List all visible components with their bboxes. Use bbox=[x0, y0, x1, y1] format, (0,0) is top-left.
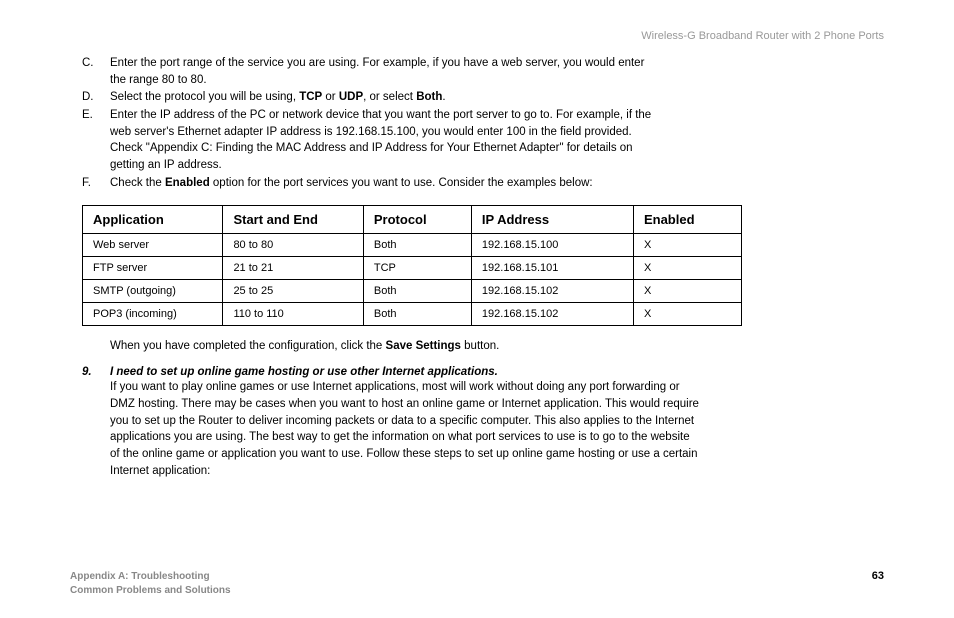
table-row: Web server 80 to 80 Both 192.168.15.100 … bbox=[83, 234, 742, 257]
after-pre: When you have completed the configuratio… bbox=[110, 340, 386, 352]
cell-se: 25 to 25 bbox=[223, 280, 363, 303]
d-post: . bbox=[442, 91, 445, 103]
q9-text: If you want to play online games or use … bbox=[110, 379, 700, 479]
cell-proto: Both bbox=[363, 303, 471, 326]
cell-app: FTP server bbox=[83, 257, 223, 280]
after-bold: Save Settings bbox=[386, 340, 461, 352]
text-c: Enter the port range of the service you … bbox=[110, 55, 660, 88]
footer-appendix: Appendix A: Troubleshooting bbox=[70, 570, 231, 584]
table-row: FTP server 21 to 21 TCP 192.168.15.101 X bbox=[83, 257, 742, 280]
d-both: Both bbox=[416, 91, 442, 103]
footer-section: Common Problems and Solutions bbox=[70, 584, 231, 598]
d-mid1: or bbox=[322, 91, 339, 103]
port-table: Application Start and End Protocol IP Ad… bbox=[82, 205, 742, 326]
instruction-list: C. Enter the port range of the service y… bbox=[70, 55, 884, 191]
cell-ip: 192.168.15.101 bbox=[471, 257, 633, 280]
marker-d: D. bbox=[82, 89, 110, 106]
text-f: Check the Enabled option for the port se… bbox=[110, 175, 660, 192]
table-body: Web server 80 to 80 Both 192.168.15.100 … bbox=[83, 234, 742, 326]
text-d: Select the protocol you will be using, T… bbox=[110, 89, 660, 106]
cell-proto: Both bbox=[363, 234, 471, 257]
th-protocol: Protocol bbox=[363, 206, 471, 234]
cell-proto: Both bbox=[363, 280, 471, 303]
marker-e: E. bbox=[82, 107, 110, 174]
d-pre: Select the protocol you will be using, bbox=[110, 91, 299, 103]
table-header-row: Application Start and End Protocol IP Ad… bbox=[83, 206, 742, 234]
marker-f: F. bbox=[82, 175, 110, 192]
cell-app: Web server bbox=[83, 234, 223, 257]
marker-c: C. bbox=[82, 55, 110, 88]
list-item-c: C. Enter the port range of the service y… bbox=[82, 55, 884, 88]
d-mid2: , or select bbox=[363, 91, 416, 103]
th-application: Application bbox=[83, 206, 223, 234]
footer: Appendix A: Troubleshooting Common Probl… bbox=[70, 570, 884, 598]
after-table-text: When you have completed the configuratio… bbox=[110, 340, 884, 352]
f-pre: Check the bbox=[110, 177, 165, 189]
cell-ip: 192.168.15.102 bbox=[471, 303, 633, 326]
q9-body: I need to set up online game hosting or … bbox=[110, 366, 700, 479]
cell-se: 110 to 110 bbox=[223, 303, 363, 326]
cell-en: X bbox=[633, 257, 741, 280]
th-enabled: Enabled bbox=[633, 206, 741, 234]
text-e: Enter the IP address of the PC or networ… bbox=[110, 107, 660, 174]
cell-app: POP3 (incoming) bbox=[83, 303, 223, 326]
cell-en: X bbox=[633, 234, 741, 257]
d-tcp: TCP bbox=[299, 91, 322, 103]
cell-ip: 192.168.15.100 bbox=[471, 234, 633, 257]
q9-number: 9. bbox=[82, 366, 110, 479]
cell-se: 80 to 80 bbox=[223, 234, 363, 257]
header-product: Wireless-G Broadband Router with 2 Phone… bbox=[641, 30, 884, 42]
cell-en: X bbox=[633, 303, 741, 326]
d-udp: UDP bbox=[339, 91, 363, 103]
cell-en: X bbox=[633, 280, 741, 303]
cell-se: 21 to 21 bbox=[223, 257, 363, 280]
list-item-f: F. Check the Enabled option for the port… bbox=[82, 175, 884, 192]
list-item-d: D. Select the protocol you will be using… bbox=[82, 89, 884, 106]
question-9: 9. I need to set up online game hosting … bbox=[82, 366, 884, 479]
th-ip-address: IP Address bbox=[471, 206, 633, 234]
cell-app: SMTP (outgoing) bbox=[83, 280, 223, 303]
table-row: POP3 (incoming) 110 to 110 Both 192.168.… bbox=[83, 303, 742, 326]
table-row: SMTP (outgoing) 25 to 25 Both 192.168.15… bbox=[83, 280, 742, 303]
after-post: button. bbox=[461, 340, 499, 352]
th-start-end: Start and End bbox=[223, 206, 363, 234]
f-enabled: Enabled bbox=[165, 177, 210, 189]
list-item-e: E. Enter the IP address of the PC or net… bbox=[82, 107, 884, 174]
main-content: C. Enter the port range of the service y… bbox=[70, 55, 884, 479]
q9-title: I need to set up online game hosting or … bbox=[110, 366, 700, 378]
cell-ip: 192.168.15.102 bbox=[471, 280, 633, 303]
f-post: option for the port services you want to… bbox=[210, 177, 593, 189]
page-number: 63 bbox=[872, 570, 884, 582]
footer-left: Appendix A: Troubleshooting Common Probl… bbox=[70, 570, 231, 598]
cell-proto: TCP bbox=[363, 257, 471, 280]
